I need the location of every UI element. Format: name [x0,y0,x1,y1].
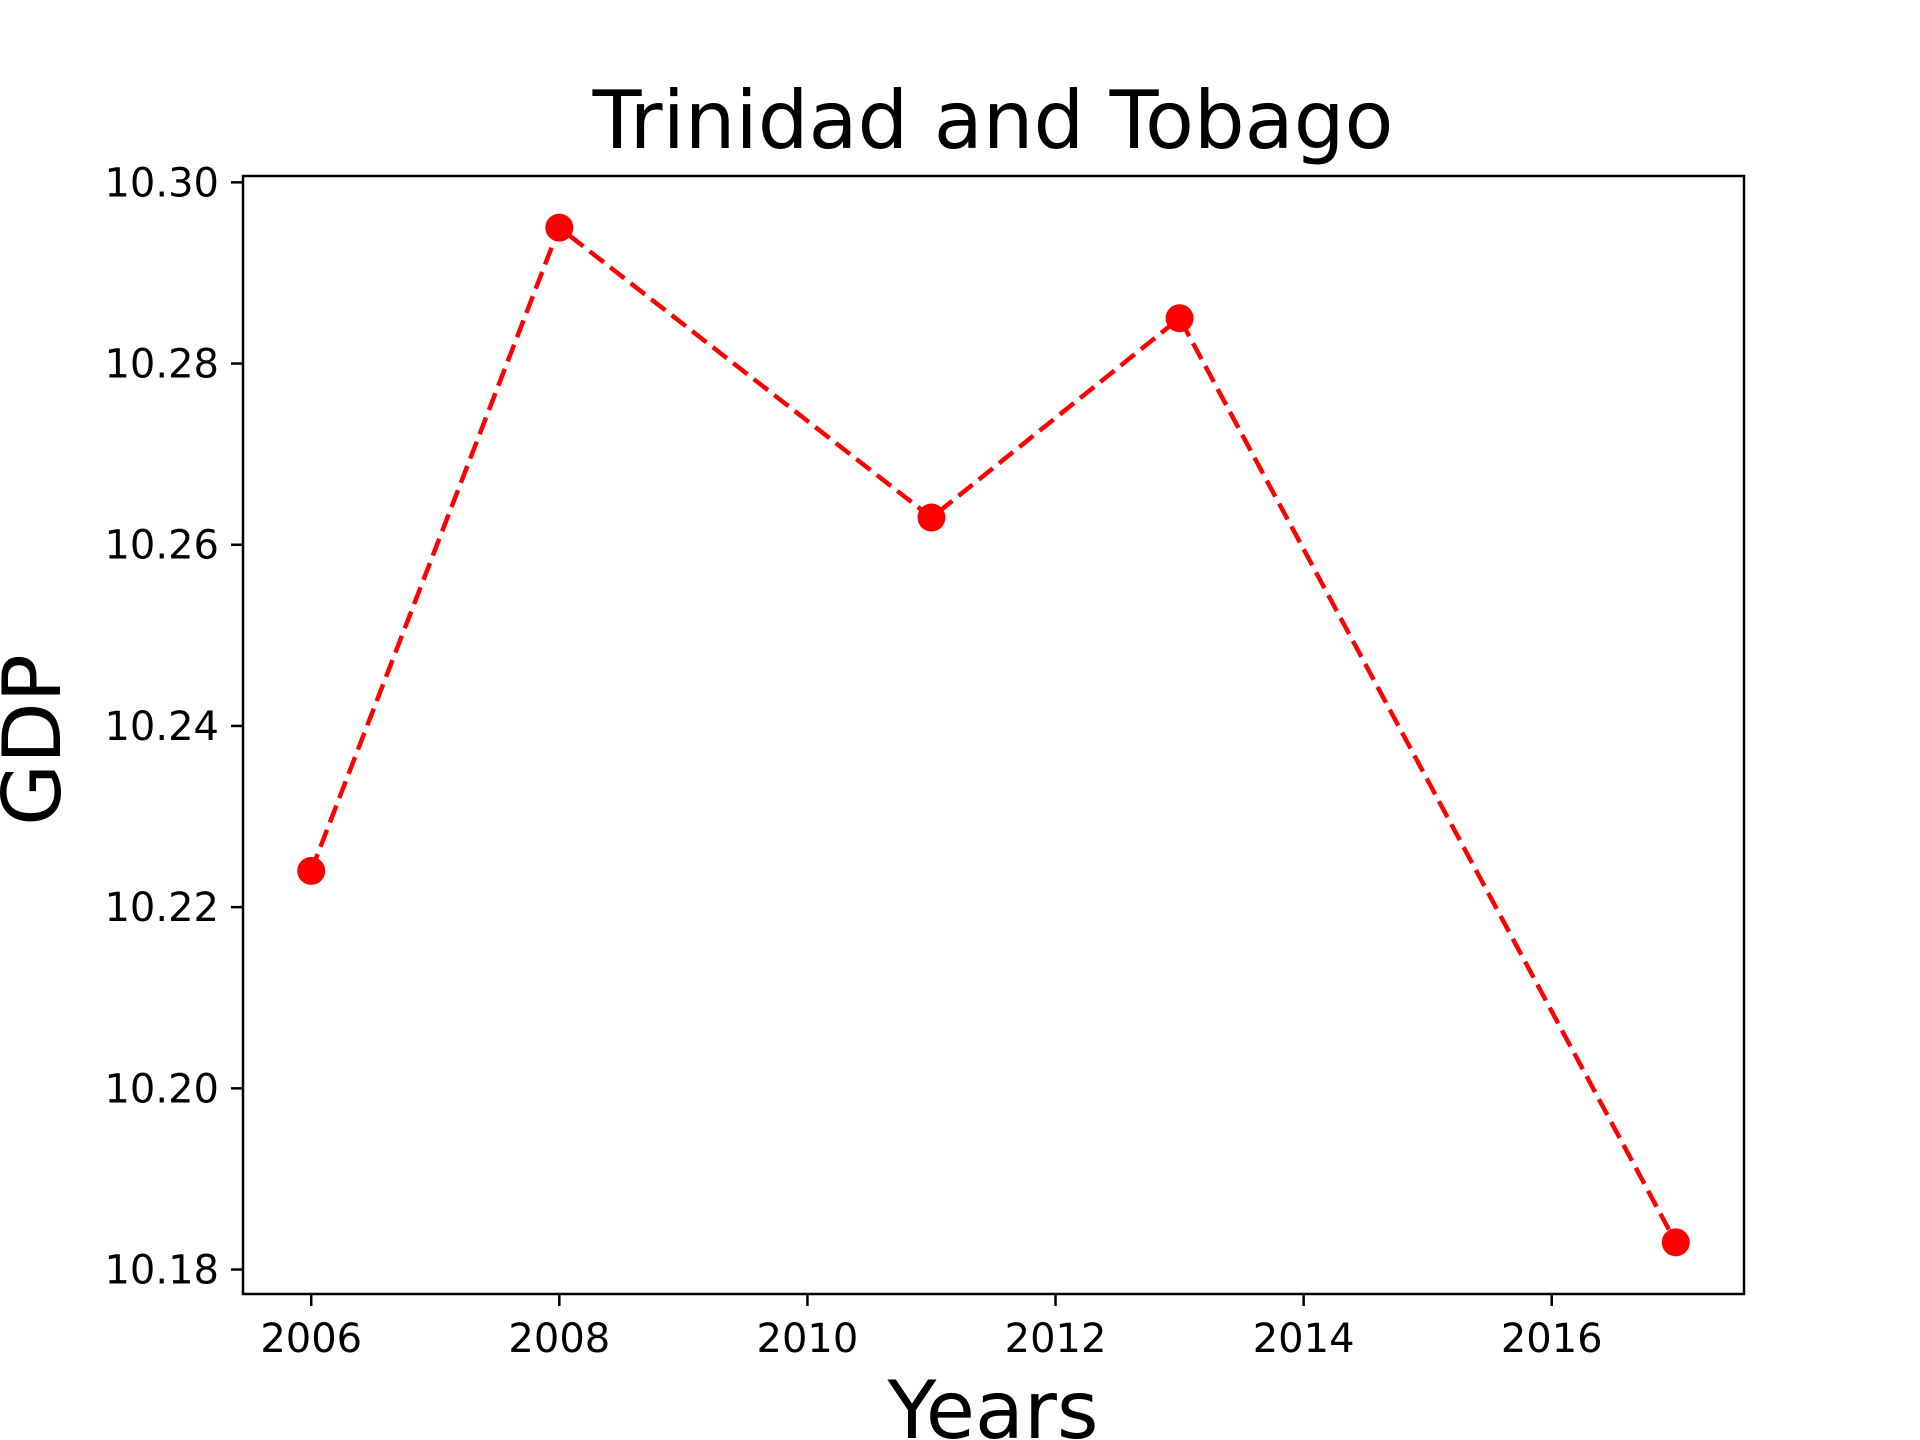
plot-frame [241,174,1746,1296]
x-tick-label: 2014 [1253,1316,1355,1362]
data-point [917,503,946,532]
x-axis-label: Years [886,1364,1098,1440]
y-tick-label: 10.26 [104,523,219,569]
chart-title: Trinidad and Tobago [592,74,1394,167]
x-tick-label: 2008 [508,1316,610,1362]
y-tick-label: 10.28 [104,342,219,388]
x-axis-ticks: 2006 2008 2010 2012 2014 2016 [260,1294,1603,1362]
data-point [1165,304,1194,333]
data-point [297,856,326,885]
y-tick-label: 10.22 [104,885,219,931]
x-tick-label: 2010 [757,1316,859,1362]
y-tick-label: 10.18 [104,1248,219,1294]
y-axis-label: GDP [0,654,79,826]
y-tick-label: 10.20 [104,1066,219,1112]
y-tick-label: 10.24 [104,704,219,750]
series-layer [297,213,1690,1257]
x-tick-label: 2006 [260,1316,362,1362]
y-axis-ticks: 10.18 10.20 10.22 10.24 10.26 10.28 10.30 [104,160,243,1294]
data-point [1661,1228,1690,1257]
data-point [545,213,574,242]
x-tick-label: 2016 [1501,1316,1603,1362]
y-tick-label: 10.30 [104,160,219,206]
x-tick-label: 2012 [1005,1316,1107,1362]
